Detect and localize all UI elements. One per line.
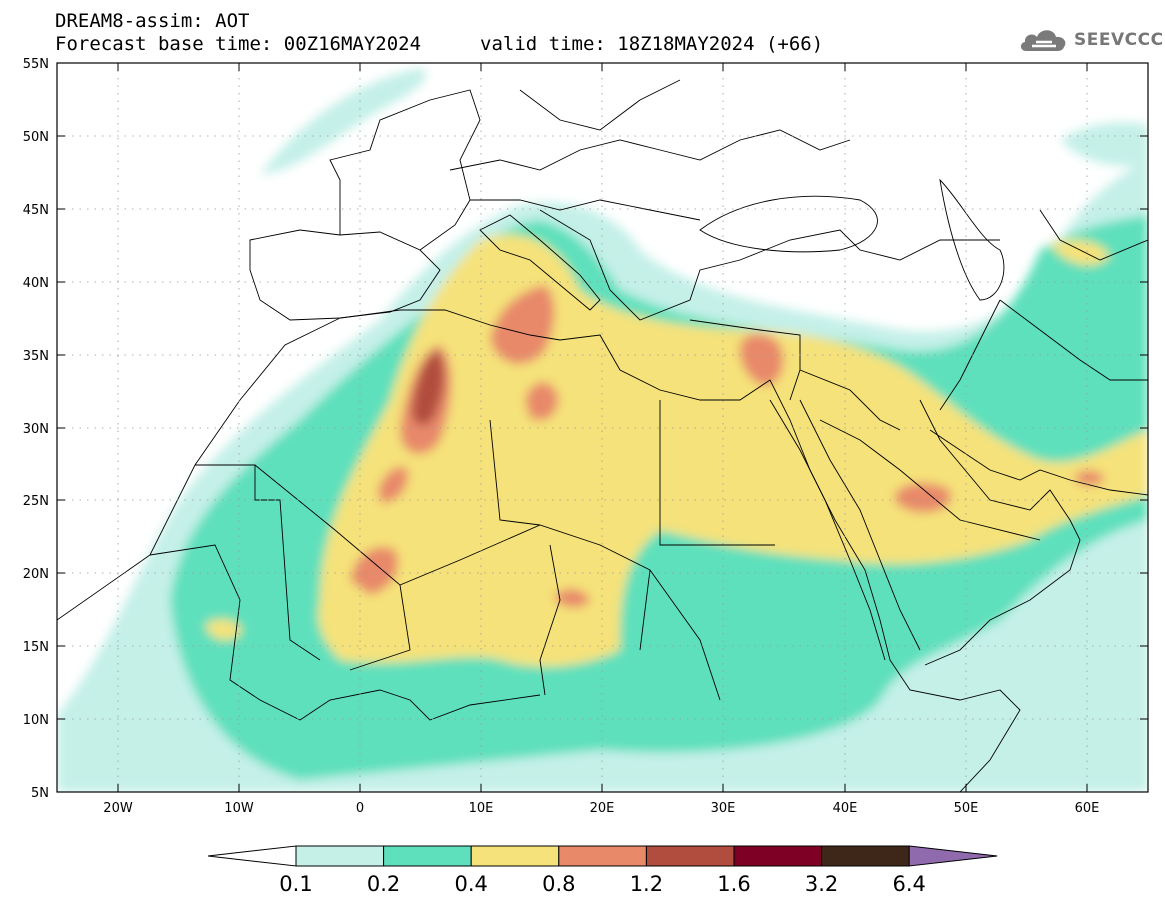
aot-band-0.8-arabia (894, 482, 951, 513)
middle-east-borders (799, 209, 1148, 541)
lat-label: 30N (23, 422, 49, 437)
forecast-base-time: Forecast base time: 00Z16MAY2024 (55, 33, 422, 55)
iran-coast (999, 299, 1148, 381)
colorbar-swatches (295, 845, 998, 867)
lon-labels: 20W 10W 0 10E 20E 30E 40E 50E 60E (103, 801, 1099, 816)
lon-label: 40E (833, 801, 858, 816)
lon-label: 10E (469, 801, 494, 816)
europe-borders (449, 79, 851, 221)
colorbar-swatch (821, 845, 910, 867)
brand-name: SEEVCCC (1074, 30, 1164, 50)
lon-label: 10W (224, 801, 254, 816)
aot-band-0.8-algeria (378, 466, 409, 503)
colorbar-label: 6.4 (892, 872, 925, 896)
colorbar-label: 1.2 (630, 872, 663, 896)
nile-border (659, 400, 775, 546)
lat-label: 45N (23, 203, 49, 218)
colorbar-label: 0.8 (542, 872, 575, 896)
lon-label: 0 (356, 801, 364, 816)
colorbar-label: 1.6 (717, 872, 750, 896)
colorbar-swatch (733, 845, 823, 867)
lat-label: 25N (23, 494, 49, 509)
aot-field (57, 68, 1148, 792)
lat-label: 55N (23, 57, 49, 72)
lon-label: 20W (103, 801, 133, 816)
aot-band-0.4-east (1050, 239, 1110, 266)
cloud-logo-icon (1020, 30, 1066, 51)
red-sea-coast-west (769, 399, 886, 661)
colorbar-swatch (383, 845, 472, 867)
arabia-gulf-coast (919, 399, 1081, 666)
brand-logo: SEEVCCC (1018, 25, 1164, 55)
colorbar-label: 0.4 (454, 872, 487, 896)
gridlines (57, 63, 1148, 792)
aot-band-1.2 (412, 350, 445, 426)
lat-label: 10N (23, 713, 49, 728)
colorbar-label: 3.2 (805, 872, 838, 896)
red-sea-coast-east (799, 399, 921, 651)
colorbar-swatch (470, 845, 560, 867)
colorbar-over-arrow (908, 845, 998, 867)
lat-labels: 55N 50N 45N 40N 35N 30N 25N 20N 15N 10N … (23, 57, 49, 801)
colorbar-swatch (645, 845, 735, 867)
aot-band-0.1-north (260, 68, 427, 175)
lat-label: 15N (23, 640, 49, 655)
italy-coast (479, 214, 601, 311)
aot-band-0.8-levant (739, 333, 784, 386)
lon-label: 50E (954, 801, 979, 816)
aot-band-0.8-gulf (1075, 470, 1105, 486)
aot-band-0.4-west (205, 619, 242, 641)
aot-band-0.8-chad (555, 588, 590, 608)
aot-band-0.8-libya (525, 382, 559, 421)
colorbar-labels: 0.1 0.2 0.4 0.8 1.2 1.6 3.2 6.4 (279, 872, 926, 896)
lat-label: 5N (31, 786, 49, 801)
lon-label: 30E (711, 801, 736, 816)
chart-title: DREAM8-assim: AOT (55, 10, 250, 32)
aot-band-0.8-tunisia (490, 285, 555, 364)
tick-marks (57, 62, 1148, 792)
colorbar-swatch (558, 845, 647, 867)
lat-label: 20N (23, 567, 49, 582)
west-africa-borders (149, 544, 541, 721)
colorbar-under-arrow (207, 845, 297, 867)
lon-label: 20E (590, 801, 615, 816)
persian-gulf-coast (929, 429, 1148, 496)
colorbar: 0.1 0.2 0.4 0.8 1.2 1.6 3.2 6.4 (207, 845, 998, 896)
coastlines (57, 79, 1148, 792)
africa-coastline (57, 309, 1021, 792)
aot-band-0.1-ne (1060, 122, 1148, 167)
lon-label: 60E (1075, 801, 1100, 816)
lat-label: 35N (23, 349, 49, 364)
levant-turkey-coast (689, 319, 801, 401)
aot-band-0.8-niger (350, 546, 399, 595)
colorbar-label: 0.1 (279, 872, 312, 896)
valid-time: valid time: 18Z18MAY2024 (+66) (480, 33, 824, 55)
colorbar-swatch (295, 845, 385, 867)
caspian-coast (939, 178, 1005, 301)
balkans-coast (539, 209, 1000, 321)
lat-label: 50N (23, 130, 49, 145)
black-sea-coast (699, 195, 878, 253)
colorbar-label: 0.2 (367, 872, 400, 896)
france-britain-coast (329, 89, 481, 251)
lat-label: 40N (23, 276, 49, 291)
